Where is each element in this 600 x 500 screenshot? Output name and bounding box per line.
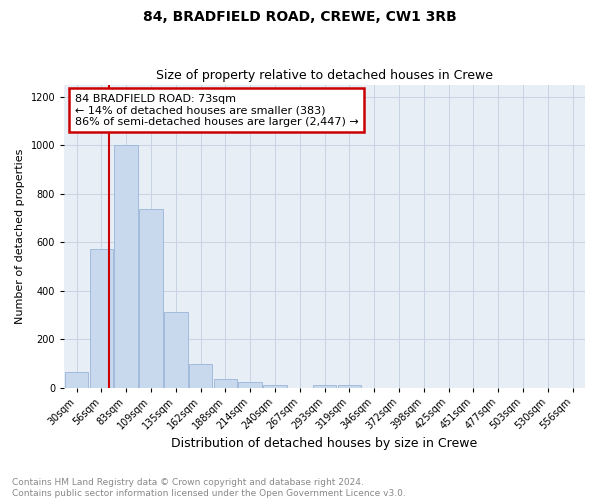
X-axis label: Distribution of detached houses by size in Crewe: Distribution of detached houses by size … [172, 437, 478, 450]
Bar [139, 210, 163, 388]
Bar [214, 379, 237, 388]
Text: 84 BRADFIELD ROAD: 73sqm
← 14% of detached houses are smaller (383)
86% of semi-: 84 BRADFIELD ROAD: 73sqm ← 14% of detach… [74, 94, 358, 127]
Y-axis label: Number of detached properties: Number of detached properties [15, 148, 25, 324]
Bar [89, 250, 113, 388]
Bar [238, 382, 262, 388]
Bar [189, 364, 212, 388]
Text: 84, BRADFIELD ROAD, CREWE, CW1 3RB: 84, BRADFIELD ROAD, CREWE, CW1 3RB [143, 10, 457, 24]
Bar [338, 385, 361, 388]
Bar [313, 384, 337, 388]
Text: Contains HM Land Registry data © Crown copyright and database right 2024.
Contai: Contains HM Land Registry data © Crown c… [12, 478, 406, 498]
Bar [65, 372, 88, 388]
Bar [263, 384, 287, 388]
Bar [164, 312, 188, 388]
Title: Size of property relative to detached houses in Crewe: Size of property relative to detached ho… [156, 69, 493, 82]
Bar [115, 145, 138, 388]
